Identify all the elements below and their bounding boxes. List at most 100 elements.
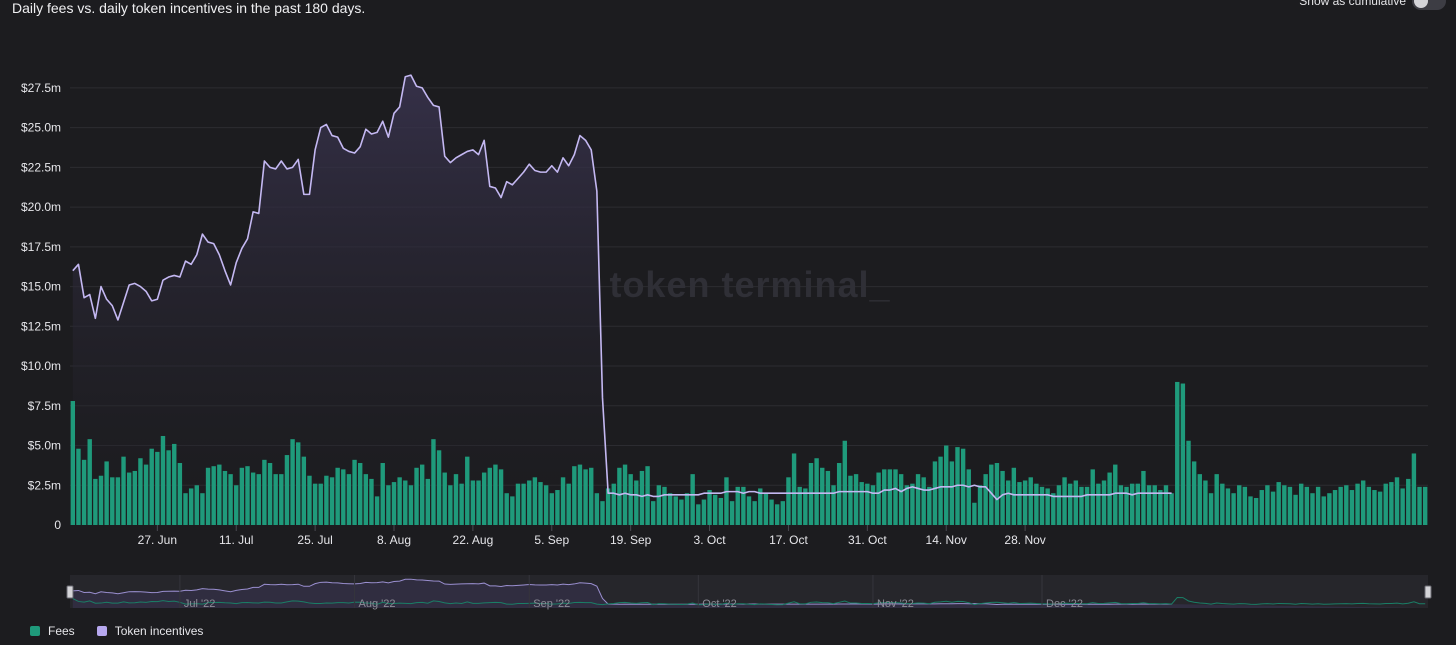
fees-bar[interactable] xyxy=(921,477,926,525)
fees-bar[interactable] xyxy=(1017,482,1022,525)
fees-bar[interactable] xyxy=(515,483,521,525)
fees-bar[interactable] xyxy=(1259,490,1264,525)
fees-bar[interactable] xyxy=(1073,480,1079,525)
fees-bar[interactable] xyxy=(476,480,481,525)
fees-bar[interactable] xyxy=(132,470,137,525)
fees-bar[interactable] xyxy=(628,474,633,525)
fees-bar[interactable] xyxy=(1276,482,1281,525)
fees-bar[interactable] xyxy=(1349,490,1355,525)
fees-bar[interactable] xyxy=(842,440,847,525)
fees-bar[interactable] xyxy=(228,474,233,525)
fees-bar[interactable] xyxy=(701,499,707,525)
fees-bar[interactable] xyxy=(369,478,374,525)
fees-bar[interactable] xyxy=(143,464,149,525)
fees-bar[interactable] xyxy=(1135,483,1141,525)
fees-bar[interactable] xyxy=(1079,486,1084,525)
navigator-right-handle[interactable] xyxy=(1424,585,1432,599)
fees-bar[interactable] xyxy=(532,477,538,525)
fees-bar[interactable] xyxy=(538,482,543,525)
fees-bar[interactable] xyxy=(357,463,363,525)
fees-bar[interactable] xyxy=(1321,496,1326,525)
fees-bar[interactable] xyxy=(1310,493,1315,525)
fees-bar[interactable] xyxy=(882,469,887,525)
fees-bar[interactable] xyxy=(284,455,290,525)
fees-bar[interactable] xyxy=(408,485,414,525)
fees-bar[interactable] xyxy=(200,493,205,525)
fees-bar[interactable] xyxy=(397,477,402,525)
fees-bar[interactable] xyxy=(110,477,115,525)
fees-bar[interactable] xyxy=(1191,461,1197,525)
fees-bar[interactable] xyxy=(870,485,876,525)
fees-bar[interactable] xyxy=(977,485,983,525)
fees-bar[interactable] xyxy=(312,483,318,525)
fees-bar[interactable] xyxy=(622,464,628,525)
fees-bar[interactable] xyxy=(780,501,786,525)
fees-bar[interactable] xyxy=(1220,483,1225,525)
fees-bar[interactable] xyxy=(1293,494,1298,525)
fees-bar[interactable] xyxy=(279,474,284,525)
fees-bar[interactable] xyxy=(70,401,76,525)
fees-bar[interactable] xyxy=(989,464,994,525)
fees-bar[interactable] xyxy=(1197,474,1202,525)
fees-bar[interactable] xyxy=(1422,486,1428,525)
fees-bar[interactable] xyxy=(1253,497,1259,525)
fees-bar[interactable] xyxy=(729,501,735,525)
fees-bar[interactable] xyxy=(1389,482,1394,525)
fees-bar[interactable] xyxy=(651,501,656,525)
fees-bar[interactable] xyxy=(256,474,261,525)
fees-bar[interactable] xyxy=(1113,464,1118,525)
fees-bar[interactable] xyxy=(752,501,757,525)
fees-bar[interactable] xyxy=(301,456,307,525)
fees-bar[interactable] xyxy=(594,493,600,525)
fees-bar[interactable] xyxy=(160,435,166,525)
fees-bar[interactable] xyxy=(1028,477,1033,525)
fees-bar[interactable] xyxy=(380,463,385,525)
fees-bar[interactable] xyxy=(465,456,470,525)
fees-bar[interactable] xyxy=(419,464,425,525)
fees-bar[interactable] xyxy=(1034,483,1039,525)
fees-bar[interactable] xyxy=(712,494,718,525)
incentives-line[interactable] xyxy=(72,74,1172,501)
fees-bar[interactable] xyxy=(944,445,949,525)
fees-bar[interactable] xyxy=(183,493,188,525)
fees-bar[interactable] xyxy=(1022,480,1028,525)
fees-bar[interactable] xyxy=(121,456,126,525)
fees-bar[interactable] xyxy=(1146,485,1152,525)
fees-bar[interactable] xyxy=(690,474,695,525)
fees-bar[interactable] xyxy=(504,493,509,525)
fees-bar[interactable] xyxy=(1000,470,1005,525)
fees-bar[interactable] xyxy=(656,485,662,525)
fees-bar[interactable] xyxy=(1124,486,1129,525)
fees-bar[interactable] xyxy=(774,504,780,525)
fees-bar[interactable] xyxy=(1361,480,1366,525)
fees-bar[interactable] xyxy=(527,480,532,525)
fees-bar[interactable] xyxy=(1299,483,1304,525)
fees-bar[interactable] xyxy=(1011,467,1017,525)
fees-bar[interactable] xyxy=(758,488,763,525)
fees-bar[interactable] xyxy=(1186,440,1191,525)
fees-bar[interactable] xyxy=(667,493,673,525)
fees-bar[interactable] xyxy=(983,474,988,525)
fees-bar[interactable] xyxy=(735,486,740,525)
fees-bar[interactable] xyxy=(893,469,898,525)
fees-bar[interactable] xyxy=(1265,485,1270,525)
fees-bar[interactable] xyxy=(820,467,825,525)
fees-bar[interactable] xyxy=(543,485,549,525)
fees-bars[interactable] xyxy=(70,381,1428,525)
fees-bar[interactable] xyxy=(555,490,560,525)
fees-bar[interactable] xyxy=(1237,485,1242,525)
fees-bar[interactable] xyxy=(1282,485,1287,525)
fees-bar[interactable] xyxy=(115,477,121,525)
fees-bar[interactable] xyxy=(898,474,904,525)
fees-bar[interactable] xyxy=(786,477,791,525)
fees-bar[interactable] xyxy=(617,467,622,525)
fees-bar[interactable] xyxy=(1383,483,1388,525)
fees-bar[interactable] xyxy=(386,485,391,525)
fees-bar[interactable] xyxy=(126,472,132,525)
fees-bar[interactable] xyxy=(188,488,194,525)
fees-bar[interactable] xyxy=(1372,490,1377,525)
fees-bar[interactable] xyxy=(510,496,515,525)
fees-bar[interactable] xyxy=(498,469,504,525)
fees-bar[interactable] xyxy=(932,461,938,525)
fees-bar[interactable] xyxy=(374,496,380,525)
